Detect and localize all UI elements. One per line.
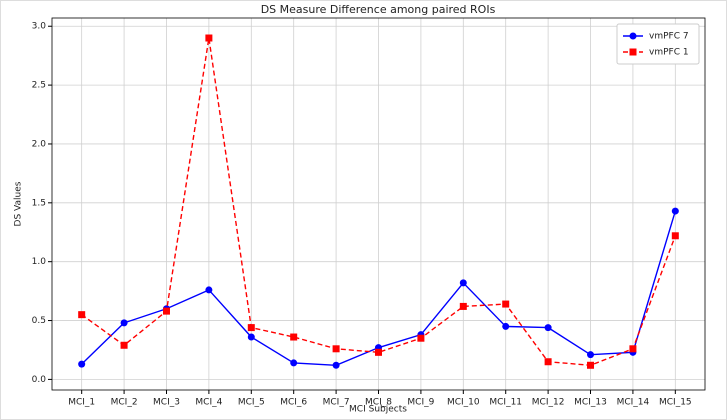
marker (247, 324, 255, 332)
x-tick-label: MCI_5 (238, 398, 265, 408)
y-axis-label: DS Values (14, 181, 24, 226)
y-tick-label: 0.0 (32, 375, 47, 385)
marker (290, 333, 298, 341)
marker (120, 319, 128, 327)
x-tick-label: MCI_1 (68, 398, 95, 408)
y-tick-label: 3.0 (32, 22, 47, 32)
marker (332, 361, 340, 369)
x-tick-label: MCI_2 (111, 398, 138, 408)
marker (205, 286, 213, 294)
x-tick-label: MCI_14 (617, 398, 650, 408)
marker (587, 361, 595, 369)
marker (459, 302, 467, 310)
marker (205, 34, 213, 42)
x-tick-label: MCI_6 (280, 398, 307, 408)
y-tick-label: 0.5 (32, 316, 46, 326)
x-tick-label: MCI_9 (407, 398, 434, 408)
chart-title: DS Measure Difference among paired ROIs (261, 3, 496, 16)
x-tick-label: MCI_7 (323, 398, 350, 408)
marker (544, 324, 552, 332)
marker (417, 334, 425, 342)
legend: vmPFC 7 vmPFC 1 (616, 23, 700, 65)
legend-box (616, 23, 700, 65)
marker (78, 311, 86, 319)
x-tick-label: MCI_8 (365, 398, 392, 408)
marker (671, 207, 679, 215)
marker (247, 333, 255, 341)
x-tick-label: MCI_11 (489, 398, 522, 408)
y-tick-label: 1.0 (32, 257, 47, 267)
marker (332, 345, 340, 353)
marker (629, 345, 637, 353)
marker (459, 279, 467, 287)
x-tick-label: MCI_12 (532, 398, 565, 408)
marker (290, 359, 298, 367)
legend-label: vmPFC 1 (649, 48, 689, 58)
x-tick-label: MCI_13 (574, 398, 607, 408)
legend-marker (629, 48, 637, 56)
y-tick-label: 2.0 (32, 139, 47, 149)
x-tick-label: MCI_3 (153, 398, 180, 408)
x-tick-label: MCI_10 (447, 398, 480, 408)
x-tick-label: MCI_4 (195, 398, 222, 408)
y-tick-label: 2.5 (32, 81, 46, 91)
x-axis-label: MCI Subjects (349, 405, 407, 415)
x-tick-label: MCI_15 (659, 398, 692, 408)
marker (587, 351, 595, 359)
legend-label: vmPFC 7 (649, 32, 689, 42)
marker (544, 358, 552, 366)
marker (502, 300, 510, 308)
marker (502, 322, 510, 330)
marker (375, 348, 382, 356)
marker (120, 341, 128, 349)
plot-area (51, 17, 706, 391)
legend-marker (629, 32, 637, 40)
y-tick-label: 1.5 (32, 198, 46, 208)
marker (162, 307, 170, 315)
marker (78, 360, 86, 368)
marker (671, 232, 679, 240)
